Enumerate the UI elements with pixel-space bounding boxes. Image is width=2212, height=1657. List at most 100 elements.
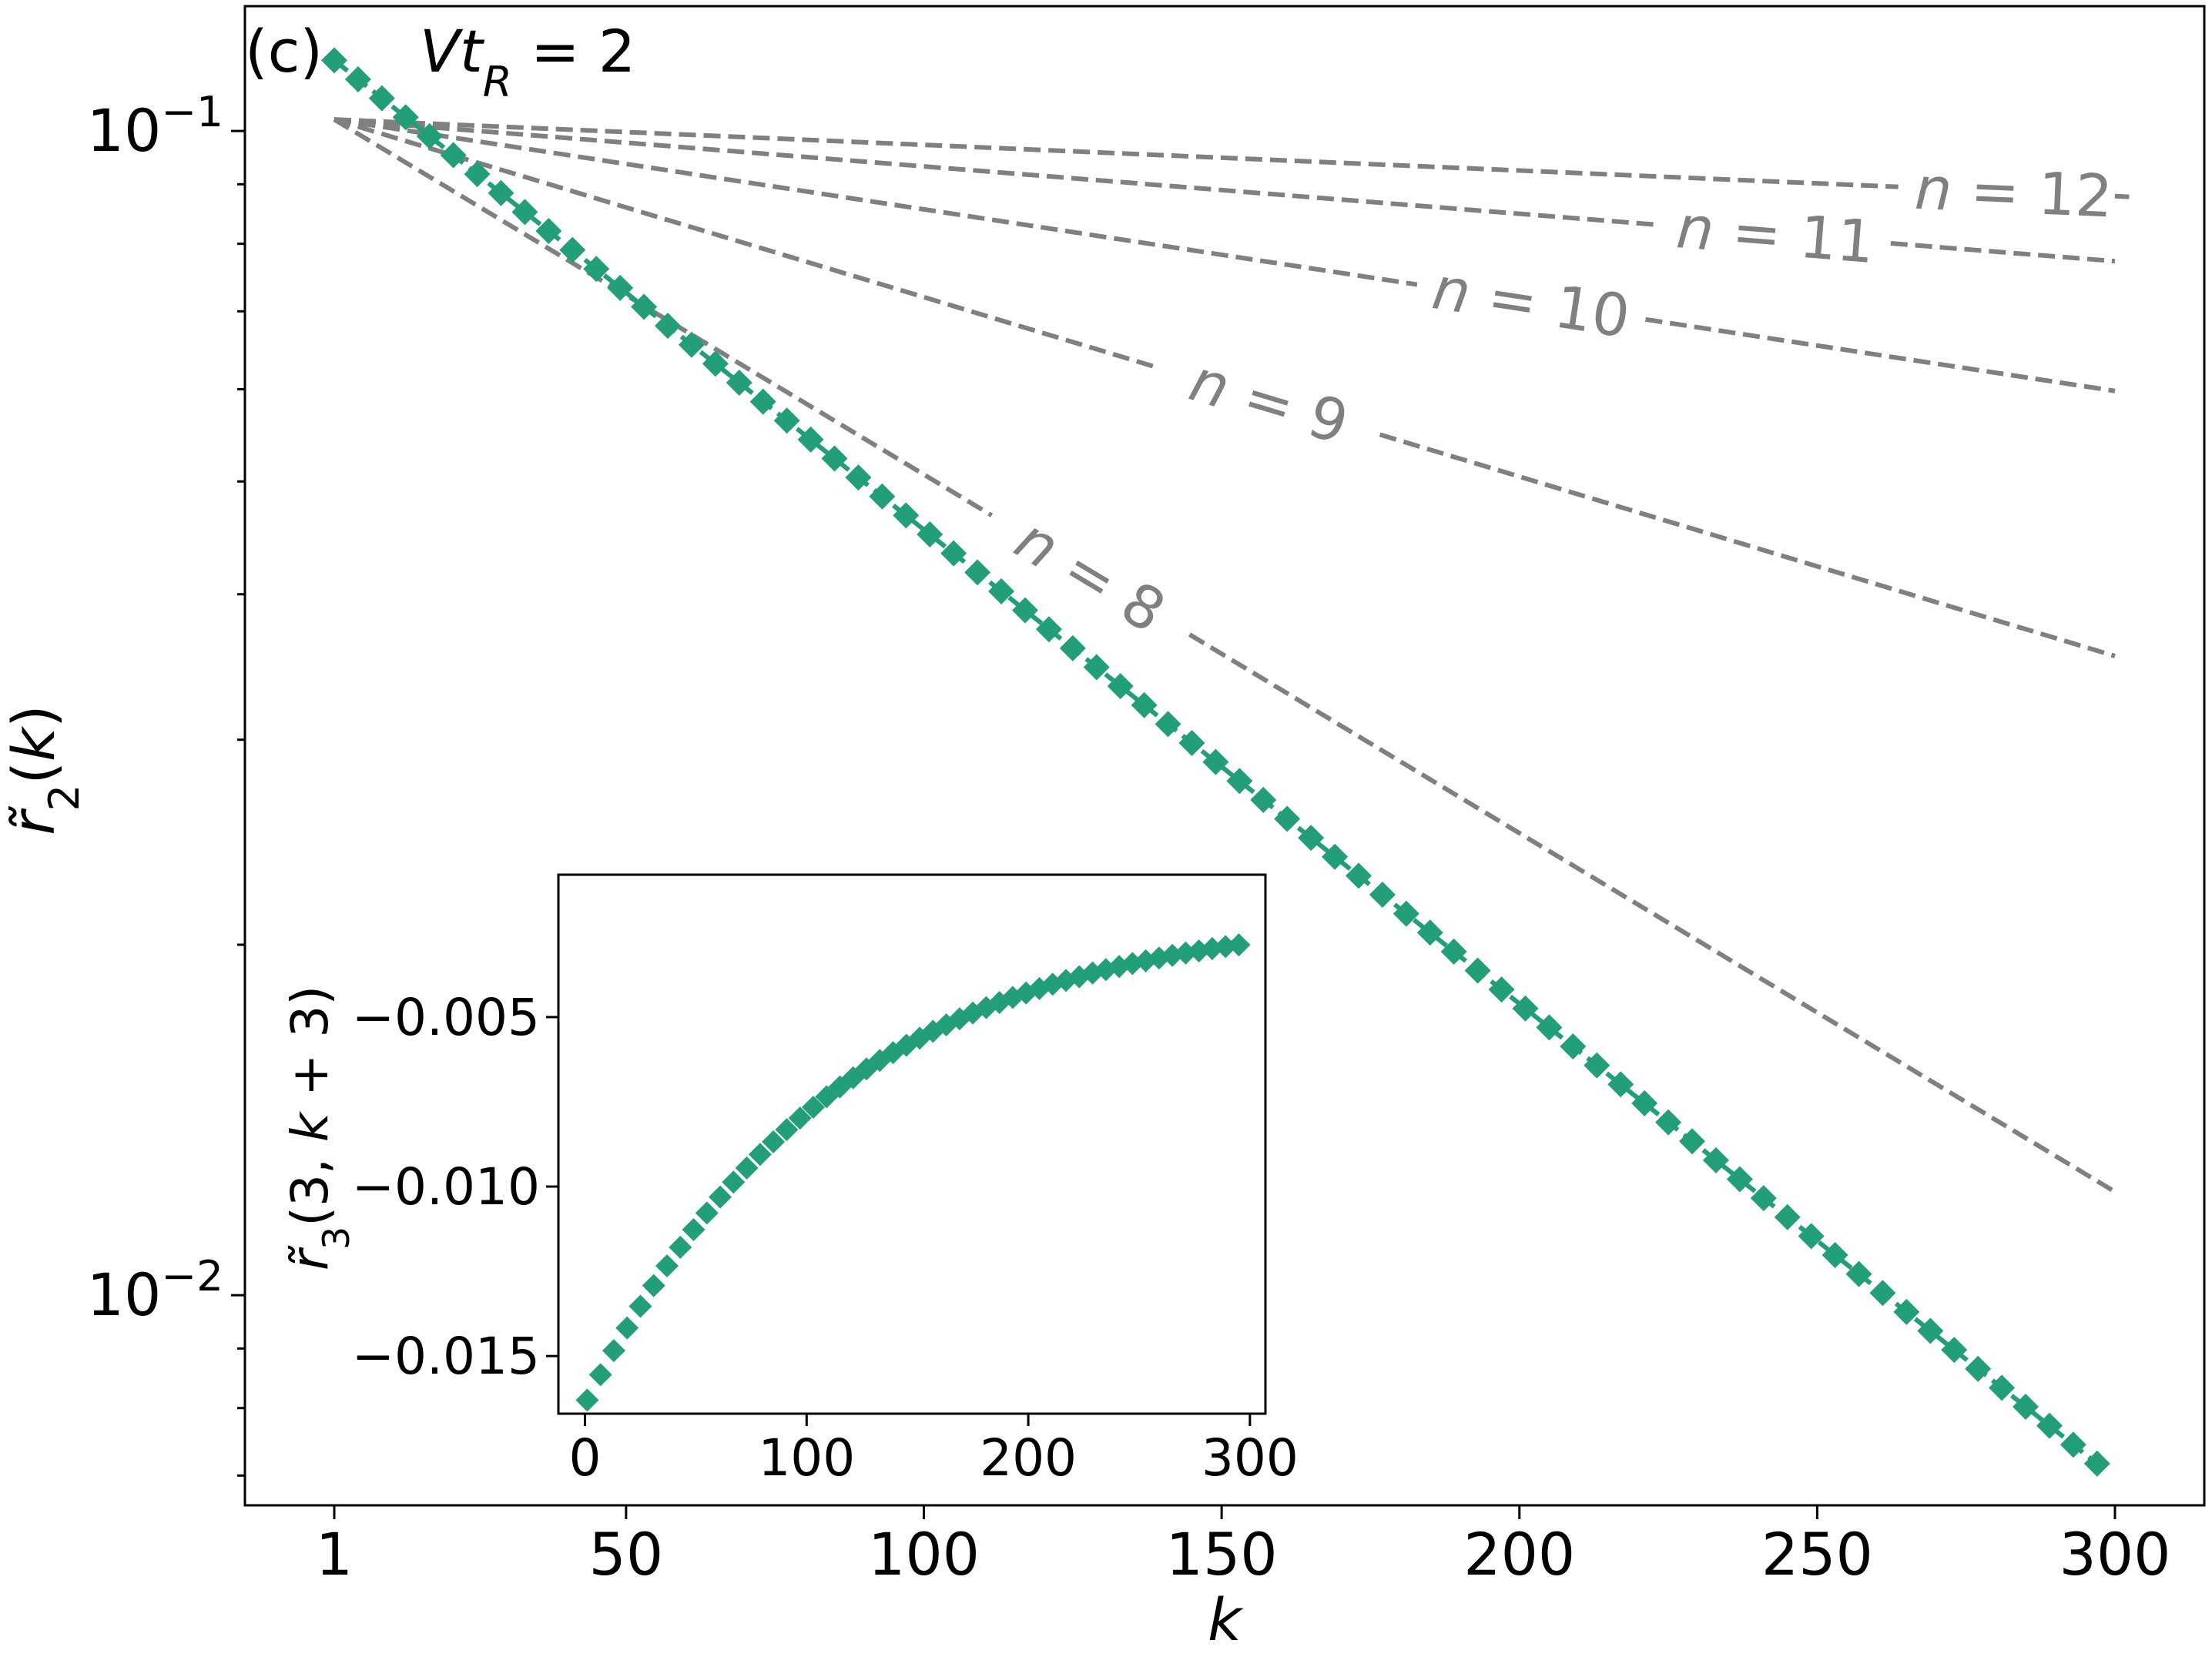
data-point bbox=[1035, 616, 1062, 643]
inset-series bbox=[575, 933, 1251, 1412]
data-point bbox=[917, 521, 943, 548]
data-point bbox=[392, 104, 419, 131]
data-point bbox=[1965, 1355, 1992, 1382]
data-point bbox=[2013, 1394, 2039, 1421]
data-point bbox=[1393, 900, 1419, 927]
data-point bbox=[1989, 1374, 2016, 1401]
data-point bbox=[607, 274, 634, 301]
data-point bbox=[344, 65, 371, 92]
reference-line-9-b bbox=[1379, 432, 2116, 658]
data-point bbox=[535, 217, 562, 244]
inset-y-tick-label: −0.005 bbox=[352, 988, 540, 1047]
data-point bbox=[1250, 786, 1277, 813]
data-point bbox=[1488, 976, 1515, 1003]
data-point bbox=[631, 293, 658, 320]
inset-axes: 0 100 200 300 −0.005 −0.010 −0.015 bbox=[352, 873, 1299, 1488]
x-tick-label: 300 bbox=[2059, 1520, 2170, 1588]
inset-x-tick-label: 300 bbox=[1202, 1428, 1299, 1488]
reference-lines bbox=[333, 117, 2130, 1194]
main-y-axis-label: r̃2(k) bbox=[0, 705, 89, 835]
data-point bbox=[797, 426, 824, 453]
data-point bbox=[1059, 634, 1086, 661]
inset-data-point bbox=[642, 1274, 665, 1297]
inset-data-point bbox=[1214, 935, 1238, 959]
data-point bbox=[1107, 673, 1134, 700]
main-plot: n = 8n = 9n = 10n = 11n = 12 1 50 100 150 20… bbox=[0, 5, 2206, 1654]
data-point bbox=[320, 47, 347, 74]
reference-line-10-b bbox=[1645, 316, 2116, 393]
inset-plot: 0 100 200 300−0.005−0.010−0.015 r̃3(3, k + … bbox=[280, 873, 1299, 1488]
data-point bbox=[416, 122, 443, 149]
data-point bbox=[1560, 1033, 1587, 1060]
data-point bbox=[1869, 1280, 1896, 1307]
inset-y-tick-label: −0.010 bbox=[352, 1157, 540, 1217]
data-point bbox=[1345, 862, 1372, 889]
inset-data-point bbox=[1227, 933, 1251, 957]
data-point bbox=[893, 502, 920, 529]
data-point bbox=[821, 445, 848, 472]
data-point bbox=[1131, 691, 1158, 718]
reference-line-label: n = 12 bbox=[1913, 153, 2113, 230]
inset-data-point bbox=[695, 1201, 719, 1225]
data-point bbox=[726, 370, 752, 397]
data-point bbox=[1011, 597, 1038, 624]
inset-data-point bbox=[815, 1085, 839, 1109]
data-point bbox=[1512, 995, 1539, 1022]
inset-data-point bbox=[762, 1130, 786, 1153]
data-point bbox=[1536, 1014, 1563, 1041]
data-point bbox=[1155, 711, 1181, 738]
data-point bbox=[2036, 1412, 2063, 1439]
x-tick-label: 150 bbox=[1166, 1520, 1278, 1588]
data-point bbox=[1774, 1203, 1801, 1230]
inset-data-point bbox=[669, 1235, 692, 1259]
inset-data-point bbox=[748, 1143, 772, 1167]
data-point bbox=[1274, 805, 1301, 832]
data-point bbox=[1822, 1241, 1848, 1268]
data-point bbox=[1584, 1052, 1610, 1079]
inset-x-tick-label: 0 bbox=[569, 1428, 602, 1488]
data-point bbox=[1178, 729, 1205, 756]
data-point bbox=[1941, 1337, 1968, 1364]
reference-line-8-a bbox=[333, 117, 994, 517]
data-point bbox=[1702, 1147, 1729, 1173]
data-point bbox=[1440, 938, 1467, 965]
data-point bbox=[1917, 1317, 1944, 1344]
data-point bbox=[2060, 1431, 2086, 1458]
data-point bbox=[1893, 1298, 1920, 1325]
data-point bbox=[488, 179, 514, 206]
data-point bbox=[464, 161, 491, 188]
inset-data-point bbox=[709, 1185, 732, 1209]
y-tick-label: 10−1 bbox=[87, 87, 223, 165]
data-point bbox=[1845, 1260, 1872, 1287]
x-tick-label: 200 bbox=[1463, 1520, 1575, 1588]
data-point bbox=[1631, 1090, 1658, 1116]
inset-data-point bbox=[735, 1156, 759, 1180]
main-x-axis-label: k bbox=[1208, 1585, 1244, 1654]
x-tick-label: 250 bbox=[1761, 1520, 1873, 1588]
data-point bbox=[440, 142, 467, 169]
data-point bbox=[988, 577, 1015, 604]
inset-data-point bbox=[655, 1254, 679, 1278]
data-point bbox=[1464, 957, 1491, 984]
inset-data-point bbox=[615, 1316, 639, 1340]
inset-data-point bbox=[575, 1388, 599, 1412]
inset-data-point bbox=[722, 1170, 746, 1194]
x-tick-label: 50 bbox=[589, 1520, 664, 1588]
panel-label: (c) bbox=[245, 17, 323, 85]
data-point bbox=[1416, 919, 1443, 946]
inset-frame bbox=[557, 873, 1267, 1415]
data-point bbox=[1655, 1109, 1682, 1136]
data-point bbox=[1298, 825, 1325, 852]
data-point bbox=[845, 464, 872, 491]
data-point bbox=[1798, 1223, 1825, 1250]
data-point bbox=[1322, 843, 1349, 870]
y-tick-label: 10−2 bbox=[87, 1251, 223, 1329]
main-plot-frame bbox=[243, 5, 2206, 1507]
data-point bbox=[869, 483, 896, 510]
data-point bbox=[559, 236, 586, 263]
reference-line-11-b bbox=[1890, 241, 2116, 264]
data-point bbox=[702, 350, 729, 377]
data-point bbox=[1726, 1166, 1753, 1193]
reference-line-8-b bbox=[1188, 632, 2116, 1194]
